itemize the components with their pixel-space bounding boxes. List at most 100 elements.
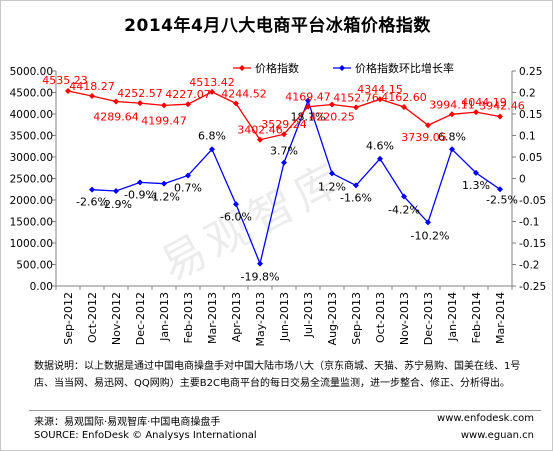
- legend-swatch-marker: [339, 65, 345, 71]
- price-point: [137, 100, 143, 107]
- growth-point: [137, 179, 143, 186]
- growth-point: [209, 146, 215, 153]
- source-en: SOURCE: EnfoDesk © Analysys Internationa…: [34, 430, 257, 441]
- right-tick-label: 0.05: [519, 152, 542, 164]
- growth-data-label: 6.8%: [198, 129, 226, 142]
- price-point: [425, 122, 431, 129]
- x-tick-label: Jan-2013: [158, 292, 171, 342]
- growth-data-label: -0.9%: [124, 188, 156, 201]
- growth-line: [91, 98, 501, 266]
- price-data-label: 3994.11: [429, 98, 475, 111]
- x-tick-label: Jul-2013: [302, 292, 315, 338]
- x-tick-label: Aug-2013: [326, 292, 339, 345]
- growth-data-label: 6.8%: [438, 130, 466, 143]
- growth-data-label: -1.6%: [340, 191, 372, 204]
- left-tick-label: 2500.00: [10, 174, 53, 186]
- left-tick-label: 5000.00: [10, 66, 53, 78]
- x-tick-label: Mar-2013: [206, 292, 219, 344]
- price-data-label: 4535.23: [42, 74, 88, 87]
- price-data-label: 4244.52: [221, 87, 267, 100]
- price-data-label: 3529.24: [261, 118, 307, 131]
- url-eguan: www.eguan.cn: [460, 430, 534, 441]
- growth-point: [377, 155, 383, 162]
- price-point: [233, 100, 239, 107]
- growth-data-label: 18.1%: [291, 111, 326, 124]
- growth-point: [305, 97, 311, 104]
- x-tick-label: Oct-2013: [374, 292, 387, 343]
- growth-data-label: 1.2%: [318, 180, 346, 193]
- right-tick-label: 0.1: [519, 131, 536, 143]
- growth-data-label: 1.3%: [462, 179, 490, 192]
- growth-point: [113, 187, 119, 194]
- price-data-label: 4513.42: [189, 76, 235, 89]
- left-tick-label: 4500.00: [10, 88, 53, 100]
- right-tick-label: -0.15: [519, 238, 546, 250]
- right-tick-label: -0.05: [519, 195, 546, 207]
- url-enfodesk: www.enfodesk.com: [437, 413, 534, 424]
- left-tick-label: 3000.00: [10, 152, 53, 164]
- chart-canvas: 0.00 500.00 1000.00 1500.00 2000.00 2500.00 30…: [10, 61, 547, 347]
- growth-point: [425, 219, 431, 226]
- price-point: [377, 96, 383, 103]
- price-data-label: 4227.07: [165, 88, 211, 101]
- growth-data-label: -10.2%: [411, 229, 450, 242]
- price-point: [473, 109, 479, 116]
- left-tick-label: 2000.00: [10, 195, 53, 207]
- x-tick-label: Jun-2013: [278, 292, 291, 342]
- x-tick-label: Sep-2013: [350, 292, 363, 345]
- x-tick-label: Nov-2012: [110, 292, 123, 345]
- x-tick-label: Feb-2014: [470, 292, 483, 343]
- price-point: [449, 111, 455, 118]
- growth-point: [185, 172, 191, 179]
- x-tick-label: Nov-2013: [398, 292, 411, 345]
- right-tick-label: 0.25: [519, 66, 542, 78]
- left-tick-label: 1500.00: [10, 217, 53, 229]
- growth-data-label: -1.2%: [148, 191, 180, 204]
- growth-data-label: 3.7%: [270, 145, 298, 158]
- growth-data-label: 4.6%: [366, 140, 394, 153]
- price-point: [281, 131, 287, 138]
- growth-data-label: -6.0%: [220, 210, 252, 223]
- growth-point: [401, 193, 407, 200]
- price-point: [65, 87, 71, 94]
- x-tick-label: Sep-2012: [62, 292, 75, 345]
- x-tick-label: May-2013: [254, 292, 267, 347]
- price-point: [161, 102, 167, 109]
- data-note: 数据说明：以上数据是通过中国电商操盘手对中国大陆市场八大（京东商城、天猫、苏宁易…: [34, 361, 521, 389]
- price-data-label: 4252.57: [117, 87, 163, 100]
- growth-point: [329, 170, 335, 177]
- price-data-label: 4220.25: [309, 111, 355, 124]
- growth-point: [161, 180, 167, 187]
- x-tick-label: Dec-2013: [422, 292, 435, 345]
- chart-title: 2014年4月八大电商平台冰箱价格指数: [124, 16, 431, 36]
- price-data-label: 3739.05: [401, 131, 447, 144]
- price-point: [89, 93, 95, 100]
- price-point: [209, 88, 215, 95]
- x-tick-label: Dec-2012: [134, 292, 147, 345]
- growth-data-label: -4.2%: [388, 204, 420, 217]
- price-point: [113, 98, 119, 105]
- growth-data-label: 0.7%: [174, 181, 202, 194]
- footer-divider: [29, 410, 541, 411]
- price-data-label: 4169.47: [285, 91, 331, 104]
- growth-point: [473, 169, 479, 176]
- right-tick-label: 0.15: [519, 109, 542, 121]
- left-tick-label: 4000.00: [10, 109, 53, 121]
- price-data-label: 4152.76: [333, 91, 379, 104]
- price-data-label: 4344.15: [357, 83, 403, 96]
- price-data-label: 4162.60: [381, 91, 427, 104]
- right-tick-label: 0.2: [519, 88, 536, 100]
- price-data-label: 3402.46: [237, 124, 283, 137]
- legend-label: 价格指数: [255, 61, 299, 75]
- price-data-label: 4289.64: [93, 111, 139, 124]
- growth-point: [449, 146, 455, 153]
- legend-label: 价格指数环比增长率: [355, 61, 454, 75]
- x-tick-label: Apr-2013: [230, 292, 243, 342]
- right-tick-label: -0.25: [519, 281, 546, 293]
- x-tick-label: Feb-2013: [182, 292, 195, 343]
- growth-data-label: -2.5%: [486, 193, 518, 206]
- growth-point: [497, 186, 503, 193]
- left-tick-label: 500.00: [16, 260, 53, 272]
- price-point: [497, 113, 503, 120]
